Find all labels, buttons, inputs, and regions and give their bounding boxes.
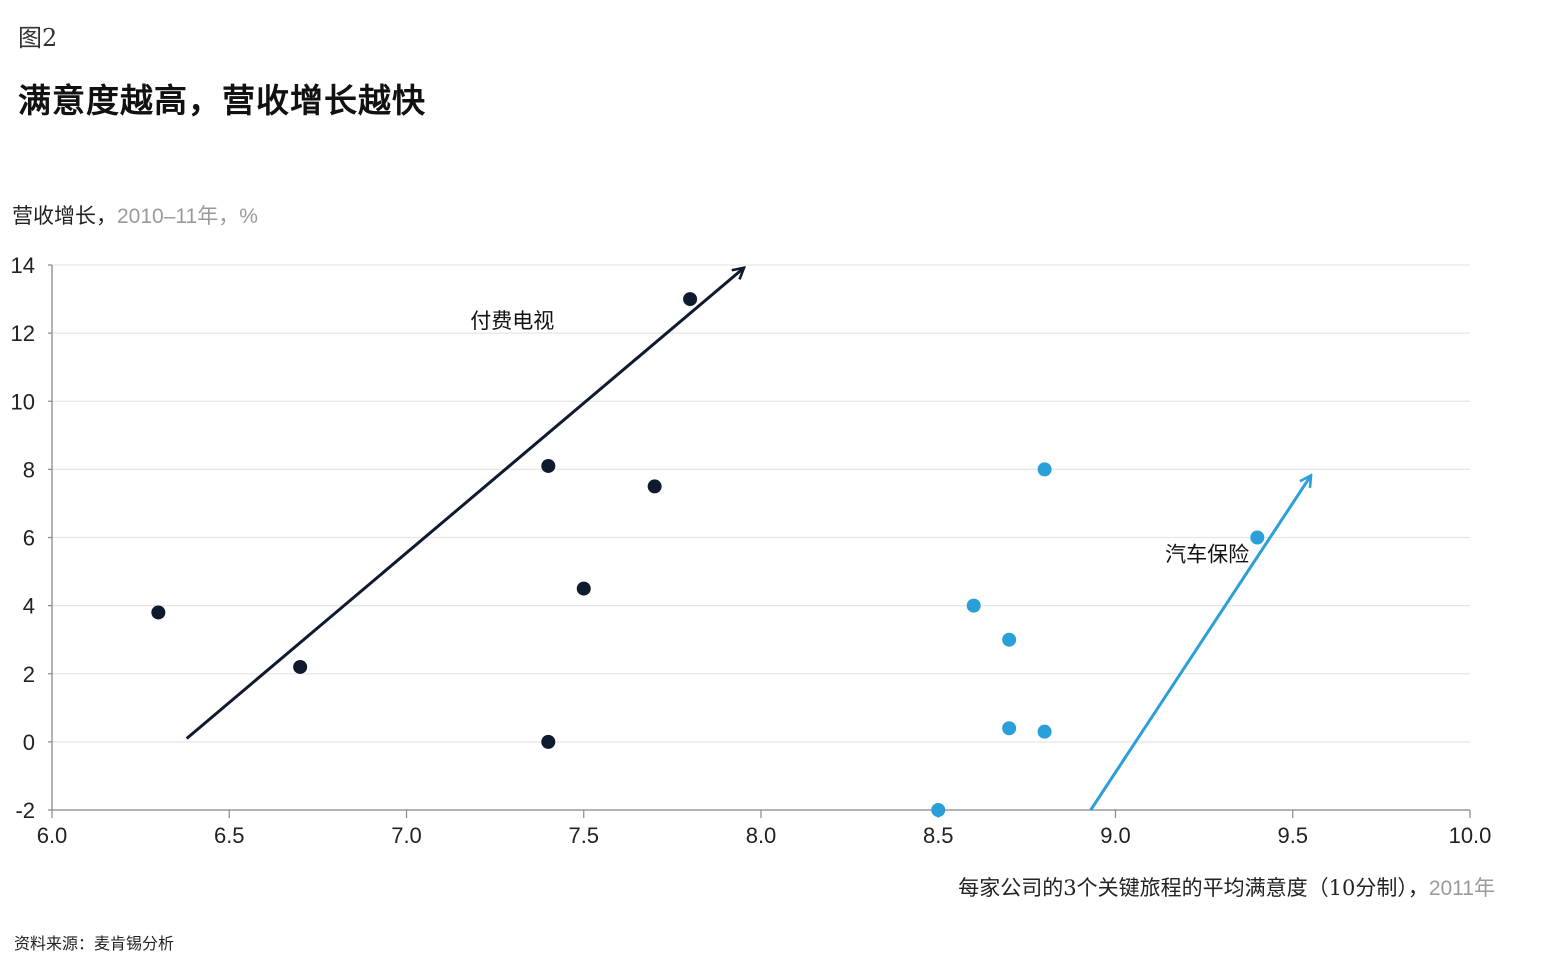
data-points (151, 292, 1265, 817)
scatter-point (541, 734, 556, 749)
x-tick-label: 8.5 (923, 823, 954, 848)
x-tick-label: 7.5 (568, 823, 599, 848)
y-tick-label: 4 (23, 594, 35, 619)
x-tick-label: 8.0 (746, 823, 777, 848)
figure-label: 图2 (18, 24, 58, 52)
y-tick-label: -2 (15, 798, 35, 823)
scatter-point (1002, 721, 1017, 736)
scatter-point (1002, 632, 1017, 647)
series-annotation: 汽车保险 (1165, 542, 1249, 566)
chart-title: 满意度越高，营收增长越快 (18, 81, 426, 120)
x-tick-label: 7.0 (391, 823, 422, 848)
y-axis-label: 营收增长，2010–11年，% (12, 200, 258, 230)
axes: 14 12 10 8 6 4 2 0 -26.0 6.5 7.0 7.5 8.0 8.5 9.0 9.5 10.… (11, 253, 1492, 848)
x-axis-label-unit: 2011年 (1428, 877, 1495, 900)
y-tick-label: 12 (11, 321, 35, 346)
y-tick-label: 0 (23, 730, 35, 755)
scatter-point (966, 598, 981, 613)
scatter-point (931, 803, 946, 817)
scatter-point (1250, 530, 1265, 545)
x-tick-label: 9.0 (1100, 823, 1131, 848)
y-tick-label: 14 (11, 253, 35, 278)
y-tick-label: 2 (23, 662, 35, 687)
source-note: 资料来源：麦肯锡分析 (14, 934, 175, 953)
x-tick-label: 6.0 (37, 823, 68, 848)
scatter-point (576, 581, 591, 596)
trend-arrow (185, 268, 744, 740)
gridlines (52, 264, 1470, 743)
scatter-point (293, 659, 308, 674)
scatter-point (647, 479, 662, 494)
y-tick-label: 10 (11, 389, 35, 414)
scatter-point (1037, 462, 1052, 477)
x-tick-label: 9.5 (1277, 823, 1308, 848)
y-axis-label-unit: 2010–11年，% (117, 205, 258, 228)
y-axis-label-main: 营收增长， (12, 204, 117, 228)
x-axis-label-main: 每家公司的3个关键旅程的平均满意度（10分制）， (958, 876, 1429, 900)
scatter-point (683, 292, 698, 307)
y-tick-label: 8 (23, 457, 35, 482)
x-axis-label: 每家公司的3个关键旅程的平均满意度（10分制），2011年 (958, 872, 1495, 902)
series-annotation: 付费电视 (470, 309, 554, 333)
trend-arrow (1089, 476, 1311, 811)
y-tick-label: 6 (23, 526, 35, 551)
x-tick-label: 10.0 (1449, 823, 1492, 848)
scatter-point (1037, 724, 1052, 739)
scatter-point (151, 605, 166, 620)
trend-arrows (185, 268, 1311, 811)
scatter-point (541, 458, 556, 473)
x-tick-label: 6.5 (214, 823, 245, 848)
